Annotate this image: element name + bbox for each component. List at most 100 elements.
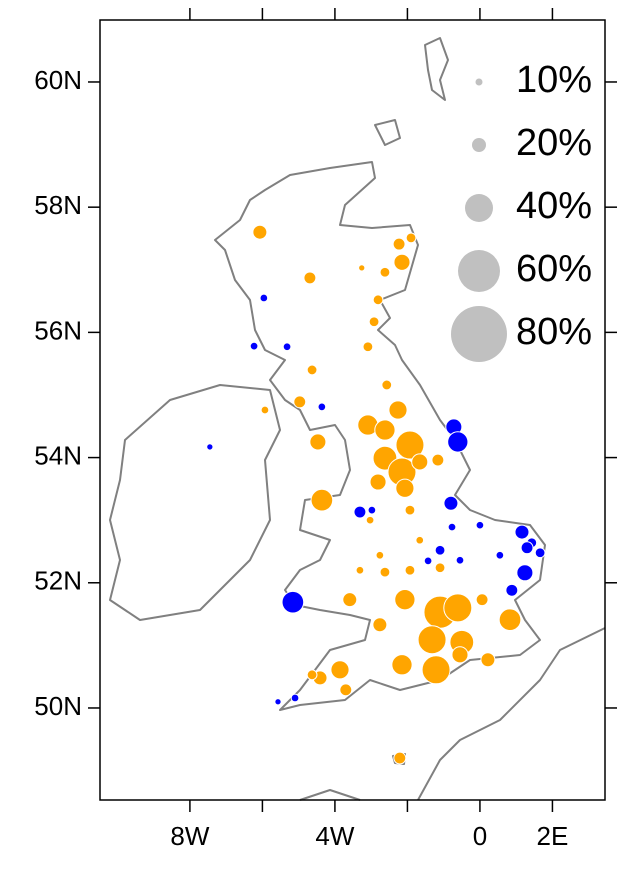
bubble (455, 555, 465, 565)
legend-label: 80% (516, 311, 592, 353)
bubble (395, 430, 425, 460)
bubble (358, 264, 366, 272)
bubble (355, 565, 365, 575)
bubble (417, 625, 447, 655)
bubble (317, 402, 327, 412)
bubble (395, 478, 415, 498)
legend-label: 40% (516, 185, 592, 227)
great-britain (214, 161, 546, 711)
bubble (362, 341, 374, 353)
bubble (206, 443, 214, 451)
bubble (306, 669, 318, 681)
bubble (282, 342, 292, 352)
y-tick-label: 50N (34, 691, 82, 721)
bubble (259, 293, 269, 303)
bubble (421, 655, 451, 685)
bubble (367, 505, 377, 515)
bubble (451, 646, 469, 664)
bubble (443, 495, 459, 511)
ireland (109, 384, 281, 621)
bubble (394, 589, 416, 611)
bubble (431, 453, 445, 467)
x-tick-label: 8W (170, 821, 209, 851)
x-tick-label: 2E (537, 821, 569, 851)
bubble (393, 253, 411, 271)
bubble (372, 617, 388, 633)
points (206, 224, 546, 765)
legend-bubble (475, 78, 483, 86)
bubble (505, 583, 519, 597)
bubble (293, 395, 307, 409)
bubble (375, 550, 385, 560)
legend-bubble (472, 138, 486, 152)
bubble (374, 419, 396, 441)
bubble (534, 547, 546, 559)
bubble (303, 271, 317, 285)
bubble (404, 564, 416, 576)
bubble (379, 266, 391, 278)
bubble (309, 433, 327, 451)
bubble (447, 522, 457, 532)
y-tick-label: 54N (34, 440, 82, 470)
bubble (249, 341, 259, 351)
y-tick-label: 58N (34, 190, 82, 220)
legend-bubble (458, 250, 500, 292)
bubble (415, 535, 425, 545)
y-tick-label: 52N (34, 566, 82, 596)
bubble (480, 652, 496, 668)
shetland (424, 37, 449, 101)
bubble (392, 237, 406, 251)
bubble (281, 590, 305, 614)
bubble (330, 660, 350, 680)
legend-label: 60% (516, 248, 592, 290)
x-tick-label: 4W (315, 821, 354, 851)
y-tick-label: 60N (34, 65, 82, 95)
bubble (368, 316, 380, 328)
bubble (411, 453, 429, 471)
bubble (379, 566, 391, 578)
bubble (393, 751, 407, 765)
bubble (342, 592, 358, 608)
bubble (353, 505, 367, 519)
bubble (434, 562, 446, 574)
bubble (434, 544, 446, 556)
bubble (520, 541, 534, 555)
legend-label: 20% (516, 122, 592, 164)
bubble (310, 488, 334, 512)
bubble (274, 698, 282, 706)
legend-label: 10% (516, 59, 592, 101)
x-tick-label: 0 (473, 821, 487, 851)
bubble (381, 379, 393, 391)
bubble (475, 593, 489, 607)
bubble (306, 364, 318, 376)
bubble (290, 693, 300, 703)
bubble (391, 654, 413, 676)
bubble (443, 593, 473, 623)
orkney (374, 119, 401, 146)
legend-bubble (465, 194, 493, 222)
bubble (372, 294, 384, 306)
bubble (514, 524, 530, 540)
size-legend: 10% 20% 40% 60% 80% (451, 59, 592, 362)
y-tick-label: 56N (34, 315, 82, 345)
bubble (498, 608, 522, 632)
bubble (447, 431, 469, 453)
bubble (495, 550, 505, 560)
bubble (369, 473, 387, 491)
bubble (475, 520, 485, 530)
bubble (365, 515, 375, 525)
ticks: 8W 4W 0 2E 50N 52N 54N 56N 58N 60N (34, 8, 617, 851)
bubble (388, 400, 408, 420)
bubble (404, 504, 416, 516)
france (299, 627, 606, 801)
bubble (339, 683, 353, 697)
legend-bubble (451, 306, 507, 362)
bubble (405, 232, 417, 244)
coastline (109, 37, 606, 801)
bubble (260, 405, 270, 415)
bubble (516, 564, 534, 582)
bubble (423, 556, 433, 566)
plot-frame (99, 19, 606, 801)
